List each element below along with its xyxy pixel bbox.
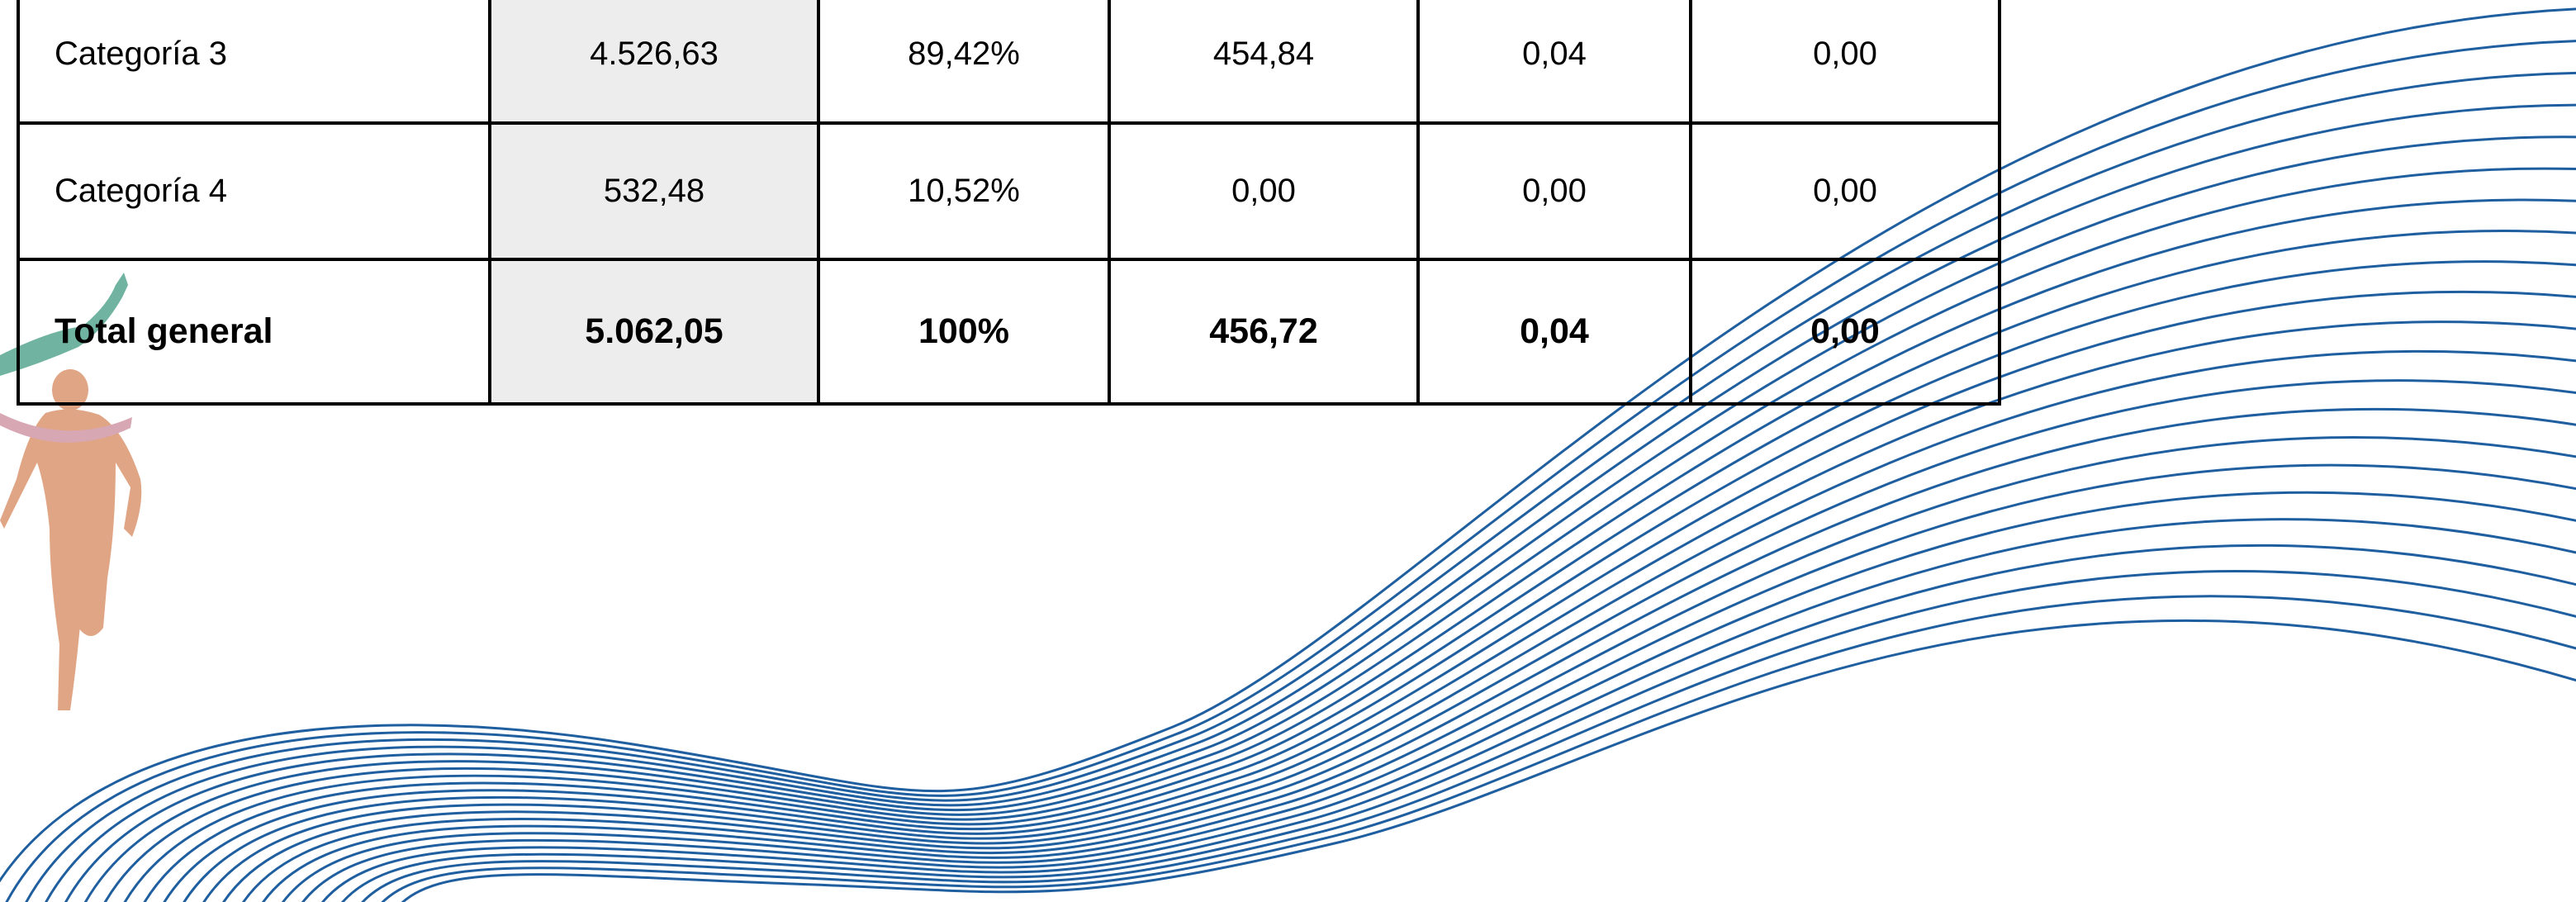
arm	[0, 273, 128, 376]
wave-line	[262, 436, 2576, 902]
wave-line	[401, 619, 2576, 902]
table-cell: 0,04	[1416, 0, 1692, 125]
wave-line	[282, 463, 2576, 902]
row-label: Categoría 4	[17, 121, 491, 261]
wave-line	[163, 290, 2576, 902]
table-cell: 0,04	[1416, 258, 1692, 406]
wave-line	[83, 167, 2576, 902]
table-cell: 0,00	[1108, 121, 1420, 261]
wave-line	[64, 135, 2576, 902]
wave-line	[25, 72, 2576, 902]
table-cell: 0,00	[1416, 121, 1692, 261]
wave-line	[143, 260, 2576, 902]
head	[52, 369, 88, 411]
table-cell: 456,72	[1108, 258, 1420, 406]
table-cell: 10,52%	[817, 121, 1111, 261]
row-label: Categoría 3	[17, 0, 491, 125]
wave-line	[45, 103, 2576, 902]
wave-line	[321, 518, 2576, 902]
row-label: Total general	[17, 258, 491, 406]
table-cell: 89,42%	[817, 0, 1111, 125]
runner-figure	[0, 273, 142, 710]
table-cell: 0,00	[1689, 258, 2001, 406]
wave-line	[5, 40, 2576, 902]
wave-line	[361, 569, 2576, 902]
table-cell: 0,00	[1689, 0, 2001, 125]
wave-line	[301, 491, 2576, 902]
table-cell: 0,00	[1689, 121, 2001, 261]
wave-line	[381, 595, 2576, 902]
wave-line	[123, 230, 2576, 902]
table-cell: 5.062,05	[488, 258, 820, 406]
table-cell: 100%	[817, 258, 1111, 406]
wave-lines	[0, 7, 2576, 902]
table-cell: 532,48	[488, 121, 820, 261]
wave-line	[222, 379, 2576, 902]
ribbon	[0, 413, 132, 443]
body	[0, 409, 142, 710]
wave-line	[103, 198, 2576, 902]
wave-line	[242, 407, 2576, 902]
table-cell: 4.526,63	[488, 0, 820, 125]
wave-line	[0, 7, 2576, 883]
table-cell: 454,84	[1108, 0, 1420, 125]
wave-line	[183, 320, 2576, 902]
wave-line	[341, 544, 2576, 902]
wave-line	[202, 349, 2576, 902]
